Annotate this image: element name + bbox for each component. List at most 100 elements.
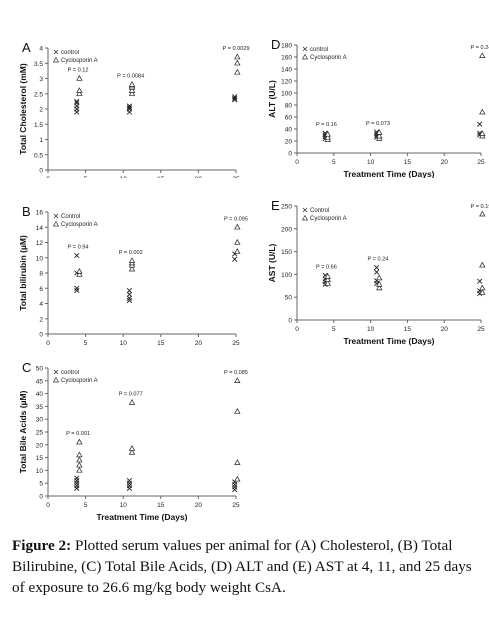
data-point-c-csa-7 — [128, 399, 136, 405]
y-tick-label: 80 — [285, 103, 293, 110]
data-point-c-csa-2 — [76, 456, 83, 463]
legend-marker-x — [53, 213, 59, 219]
p-value-annotation: P = 0.002 — [119, 250, 143, 256]
data-point-c-csa-0 — [76, 466, 83, 473]
legend-marker-triangle — [301, 214, 309, 221]
x-tick-label: 25 — [232, 502, 240, 509]
p-value-annotation: P = 0.001 — [66, 431, 90, 437]
data-point-d-csa-9 — [479, 52, 486, 58]
data-point-c-control-0 — [74, 485, 80, 491]
data-point-e-control-6 — [374, 269, 380, 275]
y-tick-label: 16 — [36, 210, 44, 217]
data-point-c-csa-8 — [234, 475, 241, 482]
figure-panels: A00.511.522.533.540510152025Treatment Ti… — [18, 37, 489, 522]
y-tick-label: 25 — [36, 430, 44, 437]
figure-caption-text: Plotted serum values per animal for (A) … — [12, 537, 472, 596]
p-value-annotation: P = 0.66 — [316, 264, 337, 270]
data-point-e-csa-3 — [376, 284, 383, 291]
data-point-c-csa-1 — [76, 461, 83, 468]
x-tick-label: 25 — [232, 176, 240, 178]
legend-marker-triangle — [52, 220, 60, 227]
data-point-c-control-3 — [74, 478, 80, 484]
chart-panel-C: C 0 5 10 15 20 25 30 35 40 45 50 0 5 10 15 20 25 Treatment… — [18, 360, 248, 522]
x-tick-label: 10 — [367, 326, 375, 333]
data-point-b-control-3 — [74, 252, 80, 259]
y-tick-label: 4 — [39, 301, 43, 308]
data-point-e-csa-5 — [376, 274, 383, 281]
data-point-a-csa-4 — [128, 87, 136, 93]
legend-marker-x — [53, 49, 59, 55]
y-axis-label: ALT (U/L) — [267, 80, 277, 118]
y-tick-label: 20 — [36, 442, 44, 449]
data-point-e-csa-2 — [324, 273, 331, 279]
data-point-a-control-7 — [126, 104, 133, 111]
data-point-b-csa-7 — [234, 238, 241, 245]
figure-caption: Figure 2: Plotted serum values per anima… — [12, 535, 480, 598]
data-point-c-csa-5 — [128, 448, 136, 455]
data-point-c-csa-9 — [234, 459, 241, 465]
y-tick-label: 1 — [39, 137, 43, 144]
data-point-e-control-10 — [477, 278, 483, 284]
data-point-a-control-4 — [74, 98, 80, 104]
data-point-b-control-6 — [126, 291, 133, 297]
data-point-e-csa-9 — [479, 210, 486, 217]
legend-label: Cyclosporin A — [61, 378, 98, 384]
y-tick-label: 180 — [281, 43, 292, 50]
y-tick-label: 200 — [281, 226, 292, 233]
x-axis-label: Treatment Time (Days) — [343, 169, 434, 178]
data-point-c-control-6 — [126, 483, 133, 489]
y-tick-label: 60 — [285, 115, 293, 122]
data-point-a-control-11 — [232, 94, 238, 100]
y-tick-label: 1.5 — [34, 122, 43, 129]
legend-marker-x — [53, 369, 59, 375]
x-tick-label: 20 — [441, 326, 449, 333]
y-tick-label: 140 — [281, 67, 292, 74]
data-point-a-csa-2 — [76, 74, 83, 81]
x-tick-label: 20 — [441, 159, 449, 166]
y-tick-label: 45 — [36, 378, 44, 385]
data-point-a-csa-8 — [234, 68, 241, 75]
y-axis-label: Total Cholesterol (mM) — [18, 63, 28, 155]
data-point-b-control-1 — [74, 285, 80, 291]
data-point-a-csa-1 — [76, 87, 83, 93]
legend-marker-x — [302, 207, 308, 213]
x-tick-label: 0 — [46, 502, 50, 509]
data-point-c-control-10 — [232, 484, 238, 490]
y-tick-label: 0.5 — [34, 152, 43, 159]
y-axis-label: Total bilirubin (µM) — [18, 235, 28, 311]
x-tick-label: 5 — [332, 326, 336, 333]
x-tick-label: 20 — [195, 502, 203, 509]
p-value-annotation: P = 0.077 — [119, 392, 143, 398]
p-value-annotation: P = 0.0084 — [117, 74, 144, 80]
x-tick-label: 0 — [295, 159, 299, 166]
data-point-d-csa-1 — [324, 133, 331, 140]
legend-marker-triangle — [301, 53, 309, 60]
data-point-c-control-1 — [74, 483, 80, 489]
data-point-c-csa-11 — [234, 377, 241, 383]
p-value-annotation: P = 0.94 — [68, 244, 89, 250]
x-tick-label: 20 — [195, 340, 203, 347]
data-point-e-csa-1 — [324, 276, 331, 283]
data-point-b-control-8 — [232, 256, 238, 262]
data-point-a-control-8 — [126, 103, 133, 109]
data-point-a-control-10 — [232, 95, 238, 101]
data-point-a-csa-3 — [128, 90, 136, 96]
data-point-d-csa-5 — [376, 129, 383, 135]
x-axis-label: Treatment Time (Days) — [96, 512, 187, 522]
x-tick-label: 15 — [157, 176, 165, 178]
p-value-annotation: P = 0.073 — [366, 121, 390, 127]
data-point-b-csa-1 — [76, 267, 83, 274]
x-tick-label: 10 — [120, 502, 128, 509]
data-point-c-control-8 — [126, 478, 133, 484]
data-point-d-control-10 — [477, 121, 483, 127]
figure-caption-label: Figure 2: — [12, 537, 72, 554]
chart-panel-D: D 0 20 40 60 80 100 120 140 160 180 0 5 10 15 20 25 Treat… — [267, 37, 489, 178]
x-tick-label: 15 — [404, 326, 412, 333]
y-tick-label: 15 — [36, 455, 44, 462]
p-value-annotation: P = 0.24 — [368, 257, 389, 263]
data-point-c-csa-4 — [76, 438, 83, 445]
x-tick-label: 25 — [477, 326, 485, 333]
data-point-b-control-5 — [126, 295, 133, 301]
panel-letter: D — [271, 37, 280, 52]
legend-marker-triangle — [52, 376, 60, 383]
